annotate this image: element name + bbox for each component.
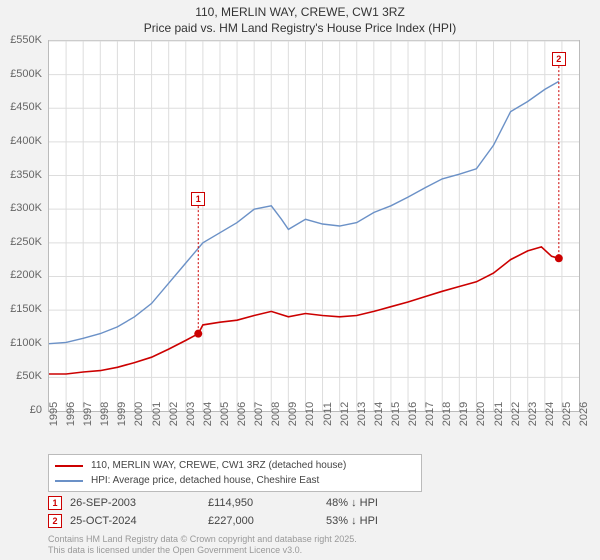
x-tick-label: 2023 xyxy=(527,402,539,426)
x-tick-label: 2016 xyxy=(407,402,419,426)
title-line-1: 110, MERLIN WAY, CREWE, CW1 3RZ xyxy=(0,4,600,20)
legend-swatch xyxy=(55,480,83,482)
x-tick-label: 2026 xyxy=(578,402,590,426)
y-tick-label: £350K xyxy=(10,169,42,181)
x-tick-label: 2000 xyxy=(133,402,145,426)
y-tick-label: £400K xyxy=(10,135,42,147)
x-tick-label: 2003 xyxy=(185,402,197,426)
row-pct: 48% ↓ HPI xyxy=(326,497,446,509)
x-axis-labels: 1995199619971998199920002001200220032004… xyxy=(48,412,578,452)
y-tick-label: £200K xyxy=(10,269,42,281)
chart-title: 110, MERLIN WAY, CREWE, CW1 3RZ Price pa… xyxy=(0,0,600,36)
footer-line-2: This data is licensed under the Open Gov… xyxy=(48,545,357,556)
x-tick-label: 1996 xyxy=(65,402,77,426)
x-tick-label: 1998 xyxy=(99,402,111,426)
y-tick-label: £150K xyxy=(10,303,42,315)
x-tick-label: 2004 xyxy=(202,402,214,426)
legend-label: HPI: Average price, detached house, Ches… xyxy=(91,473,319,488)
x-tick-label: 2019 xyxy=(458,402,470,426)
legend-label: 110, MERLIN WAY, CREWE, CW1 3RZ (detache… xyxy=(91,458,346,473)
row-marker: 2 xyxy=(48,514,62,528)
row-date: 25-OCT-2024 xyxy=(70,515,200,527)
legend: 110, MERLIN WAY, CREWE, CW1 3RZ (detache… xyxy=(48,454,422,492)
event-marker-1: 1 xyxy=(191,192,205,206)
x-tick-label: 2013 xyxy=(356,402,368,426)
row-date: 26-SEP-2003 xyxy=(70,497,200,509)
y-tick-label: £250K xyxy=(10,236,42,248)
title-line-2: Price paid vs. HM Land Registry's House … xyxy=(0,20,600,36)
legend-swatch xyxy=(55,465,83,467)
x-tick-label: 2006 xyxy=(236,402,248,426)
x-tick-label: 2014 xyxy=(373,402,385,426)
x-tick-label: 2009 xyxy=(287,402,299,426)
x-tick-label: 2012 xyxy=(339,402,351,426)
x-tick-label: 2018 xyxy=(441,402,453,426)
x-tick-label: 1995 xyxy=(48,402,60,426)
y-tick-label: £550K xyxy=(10,34,42,46)
row-pct: 53% ↓ HPI xyxy=(326,515,446,527)
x-tick-label: 2020 xyxy=(475,402,487,426)
x-tick-label: 1999 xyxy=(116,402,128,426)
x-tick-label: 2005 xyxy=(219,402,231,426)
x-tick-label: 2007 xyxy=(253,402,265,426)
footer-line-1: Contains HM Land Registry data © Crown c… xyxy=(48,534,357,545)
y-tick-label: £300K xyxy=(10,202,42,214)
legend-row: 110, MERLIN WAY, CREWE, CW1 3RZ (detache… xyxy=(55,458,415,473)
event-markers xyxy=(49,41,579,411)
x-tick-label: 1997 xyxy=(82,402,94,426)
x-tick-label: 2021 xyxy=(493,402,505,426)
marker-data-table: 1 26-SEP-2003 £114,950 48% ↓ HPI 2 25-OCT-202… xyxy=(48,494,548,530)
y-tick-label: £0 xyxy=(30,404,42,416)
row-marker: 1 xyxy=(48,496,62,510)
y-tick-label: £500K xyxy=(10,68,42,80)
x-tick-label: 2022 xyxy=(510,402,522,426)
row-price: £227,000 xyxy=(208,515,318,527)
x-tick-label: 2011 xyxy=(322,402,334,426)
event-marker-2: 2 xyxy=(552,52,566,66)
plot-area: 12 xyxy=(48,40,580,412)
y-tick-label: £100K xyxy=(10,337,42,349)
x-tick-label: 2002 xyxy=(168,402,180,426)
chart-container: 110, MERLIN WAY, CREWE, CW1 3RZ Price pa… xyxy=(0,0,600,560)
y-tick-label: £50K xyxy=(16,370,42,382)
x-tick-label: 2008 xyxy=(270,402,282,426)
x-tick-label: 2024 xyxy=(544,402,556,426)
x-tick-label: 2017 xyxy=(424,402,436,426)
attribution-footer: Contains HM Land Registry data © Crown c… xyxy=(48,534,357,556)
y-tick-label: £450K xyxy=(10,101,42,113)
row-price: £114,950 xyxy=(208,497,318,509)
y-axis-labels: £0£50K£100K£150K£200K£250K£300K£350K£400… xyxy=(0,40,46,410)
x-tick-label: 2010 xyxy=(304,402,316,426)
legend-row: HPI: Average price, detached house, Ches… xyxy=(55,473,415,488)
x-tick-label: 2015 xyxy=(390,402,402,426)
x-tick-label: 2001 xyxy=(151,402,163,426)
data-row: 1 26-SEP-2003 £114,950 48% ↓ HPI xyxy=(48,494,548,512)
data-row: 2 25-OCT-2024 £227,000 53% ↓ HPI xyxy=(48,512,548,530)
x-tick-label: 2025 xyxy=(561,402,573,426)
